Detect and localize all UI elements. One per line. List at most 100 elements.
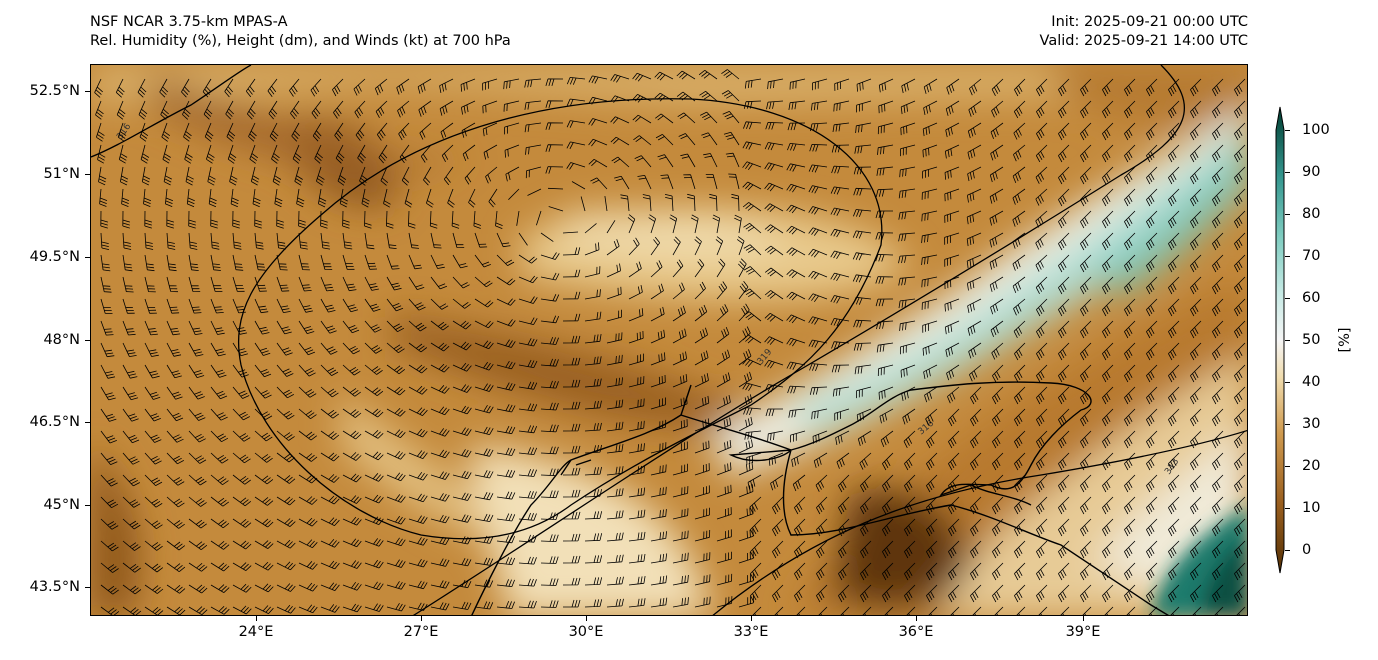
wind-barb — [1146, 342, 1158, 361]
wind-barb — [812, 78, 828, 91]
wind-barb — [1168, 210, 1180, 229]
wind-barb — [188, 452, 207, 464]
wind-barb — [1102, 298, 1114, 317]
wind-barb — [743, 311, 762, 322]
wind-barb — [1012, 188, 1026, 205]
wind-barb — [654, 92, 674, 102]
wind-barb — [386, 559, 406, 568]
wind-barb — [1234, 276, 1246, 295]
wind-barb — [276, 430, 295, 441]
wind-barb — [1102, 342, 1114, 361]
wind-barb — [100, 254, 111, 272]
wind-barb — [650, 260, 663, 278]
colorbar — [1275, 106, 1285, 574]
wind-barb — [857, 430, 872, 447]
wind-barb — [968, 342, 982, 359]
wind-barb — [904, 562, 916, 581]
wind-barb — [614, 175, 630, 190]
wind-barb — [166, 430, 184, 443]
wind-barb — [882, 474, 894, 493]
wind-barb — [518, 556, 537, 565]
wind-barb — [716, 507, 732, 520]
wind-barb — [1058, 232, 1070, 251]
wind-barb — [474, 320, 494, 329]
wind-barb — [100, 430, 117, 444]
wind-barb — [584, 444, 602, 454]
wind-barb — [320, 517, 340, 526]
wind-barb — [276, 604, 296, 614]
wind-barb — [1234, 254, 1246, 273]
wind-barb — [1036, 364, 1048, 383]
wind-barb — [1146, 584, 1158, 603]
wind-barb — [633, 135, 652, 146]
wind-barb — [584, 311, 602, 322]
wind-barb — [1168, 100, 1180, 119]
wind-barb — [474, 535, 494, 544]
wind-barb — [860, 562, 872, 581]
wind-barb — [672, 328, 687, 344]
wind-barb — [210, 562, 230, 572]
wind-barb — [1016, 606, 1026, 615]
wind-barb — [100, 276, 112, 293]
wind-barb — [474, 254, 491, 268]
wind-barb — [1190, 232, 1202, 251]
wind-barb — [232, 518, 252, 528]
wind-barb — [452, 579, 472, 589]
wind-barb — [584, 378, 602, 388]
wind-barb — [545, 78, 564, 87]
wind-barb — [474, 492, 494, 501]
wind-barb — [518, 425, 538, 434]
wind-barb — [429, 210, 438, 229]
wind-barb — [540, 534, 559, 542]
wind-barb — [1190, 474, 1202, 493]
wind-barb — [750, 562, 762, 581]
wind-barb — [944, 320, 960, 335]
wind-barb — [900, 364, 916, 378]
wind-barb — [694, 529, 711, 542]
wind-barb — [742, 181, 762, 191]
wind-barb — [628, 465, 645, 476]
wind-barb — [655, 134, 674, 146]
wind-barb — [900, 144, 916, 157]
wind-barb — [830, 228, 850, 238]
wind-barb — [875, 254, 894, 262]
wind-barb — [808, 270, 828, 280]
wind-barb — [992, 452, 1004, 471]
wind-barb — [606, 220, 616, 234]
wind-barb — [1102, 496, 1114, 515]
wind-barb — [496, 298, 516, 306]
wind-barb — [386, 298, 404, 312]
wind-barb — [1190, 276, 1202, 295]
wind-barb — [944, 188, 960, 202]
wind-barb — [772, 496, 784, 515]
wind-barb — [1080, 540, 1092, 559]
wind-barb — [610, 116, 630, 124]
wind-barb — [606, 286, 622, 300]
wind-barb — [1080, 518, 1092, 537]
wind-barb — [320, 604, 340, 613]
wind-barb — [252, 188, 261, 208]
wind-barb — [788, 100, 806, 110]
wind-barb — [562, 445, 581, 454]
wind-barb — [408, 602, 428, 611]
wind-barb — [1036, 562, 1048, 581]
wind-barb — [188, 606, 208, 615]
wind-barb — [230, 188, 239, 208]
wind-barb — [563, 599, 581, 608]
wind-barb — [540, 446, 559, 455]
wind-barb — [830, 186, 850, 195]
wind-barb — [496, 469, 516, 478]
wind-barb — [420, 144, 432, 163]
wind-barb — [518, 296, 538, 304]
wind-barb — [408, 558, 428, 568]
wind-barb — [378, 144, 388, 164]
wind-barb — [1014, 364, 1026, 383]
wind-barb — [694, 418, 710, 432]
wind-barb — [268, 100, 278, 120]
wind-barb — [364, 408, 384, 418]
wind-barb — [694, 373, 709, 388]
wind-barb — [496, 276, 516, 286]
wind-barb — [721, 90, 740, 102]
wind-barb — [818, 606, 828, 615]
wind-barb — [731, 193, 740, 212]
